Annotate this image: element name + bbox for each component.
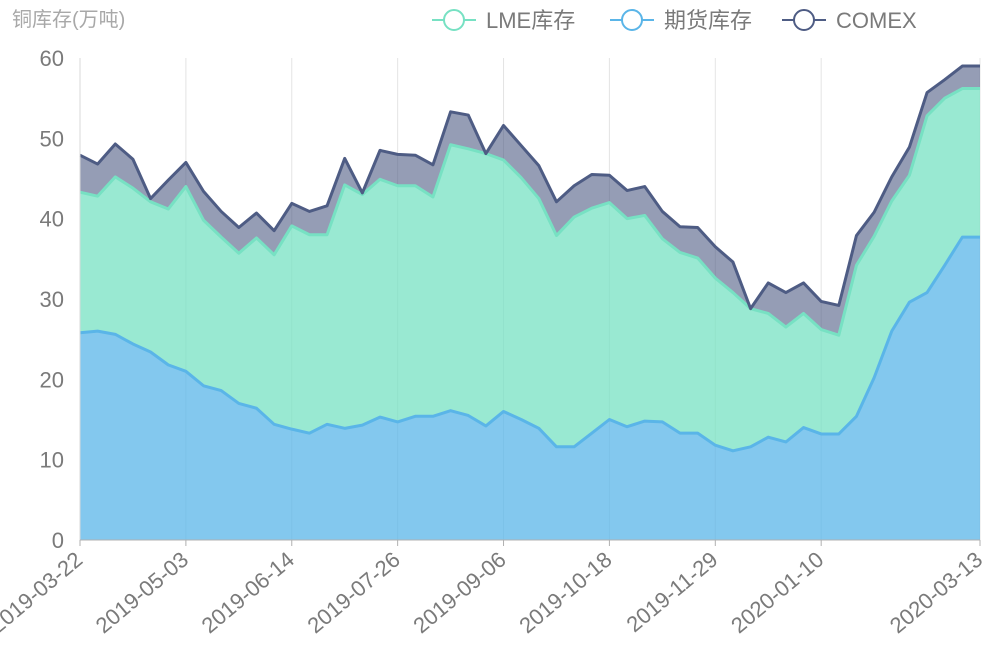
area-futures bbox=[80, 237, 980, 540]
x-tick-label-2019-11-29: 2019-11-29 bbox=[621, 547, 722, 637]
legend[interactable]: LME库存 期货库存 COMEX bbox=[432, 8, 917, 33]
legend-label: LME库存 bbox=[486, 8, 575, 33]
y-tick-label-60: 60 bbox=[40, 46, 64, 71]
x-tick-label-2020-01-10: 2020-01-10 bbox=[726, 547, 828, 638]
x-tick-label-2019-07-26: 2019-07-26 bbox=[303, 547, 405, 638]
area-lme bbox=[80, 88, 980, 451]
legend-label: 期货库存 bbox=[664, 8, 752, 33]
legend-swatch-marker bbox=[443, 9, 465, 31]
y-tick-label-10: 10 bbox=[40, 448, 64, 473]
y-tick-label-50: 50 bbox=[40, 126, 64, 151]
x-tick-label-2019-03-22: 2019-03-22 bbox=[0, 547, 87, 638]
legend-item-lme[interactable]: LME库存 bbox=[432, 8, 575, 33]
x-tick-label-2019-09-06: 2019-09-06 bbox=[408, 547, 510, 638]
x-tick-label-2019-10-18: 2019-10-18 bbox=[514, 547, 616, 638]
x-axis-ticks: 2019-03-22 2019-05-03 2019-06-14 2019-07-26… bbox=[0, 540, 987, 638]
line-lme bbox=[79, 87, 980, 337]
legend-item-futures[interactable]: 期货库存 bbox=[610, 8, 752, 33]
x-tick-label-2019-05-03: 2019-05-03 bbox=[91, 547, 193, 638]
legend-swatch-marker bbox=[621, 9, 643, 31]
y-axis-ticks: 0 10 20 30 40 50 60 bbox=[40, 46, 64, 553]
y-tick-label-30: 30 bbox=[40, 287, 64, 312]
y-tick-label-20: 20 bbox=[40, 367, 64, 392]
y-tick-label-0: 0 bbox=[52, 528, 64, 553]
legend-item-comex[interactable]: COMEX bbox=[782, 8, 917, 33]
area-layers bbox=[80, 66, 980, 540]
series-lines bbox=[79, 64, 980, 453]
line-comex bbox=[79, 64, 980, 311]
y-tick-label-40: 40 bbox=[40, 207, 64, 232]
x-tick-label-2020-03-13: 2020-03-13 bbox=[885, 547, 987, 638]
x-tick-label-2019-06-14: 2019-06-14 bbox=[197, 547, 299, 638]
line-futures bbox=[79, 235, 980, 453]
legend-label: COMEX bbox=[836, 8, 917, 33]
y-axis-label: 铜库存(万吨) bbox=[12, 8, 125, 31]
legend-swatch-marker bbox=[793, 9, 815, 31]
